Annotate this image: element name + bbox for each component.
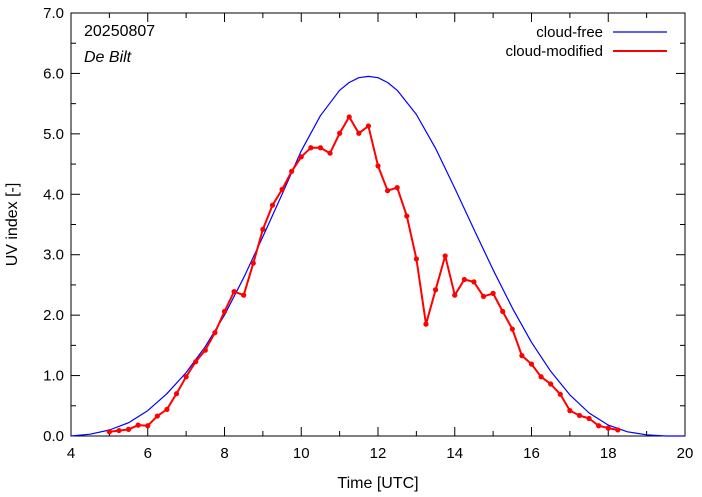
data-point-cloud-modified (586, 415, 592, 422)
data-point-cloud-modified (509, 326, 515, 332)
series-line-cloud-free (70, 75, 685, 437)
data-point-cloud-modified (356, 130, 362, 136)
legend-label-cloud-free: cloud-free (536, 24, 603, 41)
x-tick-label: 12 (370, 445, 387, 462)
data-point-cloud-modified (289, 168, 295, 174)
data-point-cloud-modified (480, 293, 487, 300)
data-point-cloud-modified (116, 427, 122, 434)
y-tick-label: 1.0 (43, 368, 64, 385)
data-point-cloud-modified (298, 154, 304, 160)
data-point-cloud-modified (461, 276, 467, 283)
data-point-cloud-modified (528, 361, 535, 367)
x-tick-label: 10 (293, 445, 310, 462)
data-point-cloud-modified (365, 123, 372, 129)
data-point-cloud-modified (384, 188, 391, 194)
x-tick-label: 6 (144, 445, 152, 462)
x-tick-label: 20 (677, 445, 694, 462)
data-point-cloud-modified (394, 185, 400, 191)
y-tick-label: 2.0 (43, 307, 64, 324)
x-tick-label: 4 (67, 445, 75, 462)
data-point-cloud-modified (500, 308, 506, 315)
data-point-cloud-modified (241, 292, 247, 298)
data-point-cloud-modified (567, 408, 573, 414)
data-point-cloud-modified (557, 391, 563, 397)
data-point-cloud-modified (548, 381, 554, 387)
data-point-cloud-modified (346, 114, 352, 120)
data-point-cloud-modified (605, 425, 611, 431)
data-point-cloud-modified (452, 292, 458, 298)
y-tick-label: 6.0 (43, 65, 64, 82)
data-point-cloud-modified (231, 288, 237, 295)
data-point-cloud-modified (471, 279, 477, 285)
data-point-cloud-modified (538, 374, 544, 380)
data-point-cloud-modified (442, 253, 448, 259)
data-point-cloud-modified (221, 308, 228, 315)
x-axis-title: Time [UTC] (337, 475, 418, 492)
data-point-cloud-modified (576, 412, 583, 419)
data-point-cloud-modified (193, 359, 199, 365)
data-point-cloud-modified (375, 163, 381, 169)
axis-ticks (70, 12, 686, 437)
axis-tick-labels: 4 6 8 10 12 14 16 18 20 0.0 1.0 2.0 3.0 4.0 5.0 6.0 7.0 (43, 5, 693, 462)
data-point-cloud-modified (202, 347, 208, 353)
y-tick-label: 7.0 (43, 5, 64, 22)
x-tick-label: 16 (523, 445, 540, 462)
data-point-cloud-modified (164, 406, 170, 413)
data-point-cloud-modified (404, 213, 410, 219)
data-point-cloud-modified (260, 226, 266, 232)
data-point-cloud-modified (125, 426, 132, 432)
data-point-cloud-modified (413, 256, 419, 262)
data-point-cloud-modified (212, 330, 218, 336)
data-point-cloud-modified (183, 374, 189, 380)
y-tick-label: 3.0 (43, 247, 64, 264)
data-point-cloud-modified (337, 130, 343, 136)
y-tick-label: 0.0 (43, 428, 64, 445)
data-point-cloud-modified (250, 260, 256, 266)
data-point-cloud-modified (596, 423, 602, 429)
data-point-cloud-modified (154, 413, 160, 419)
data-point-cloud-modified (423, 321, 429, 327)
series-line-cloud-modified (109, 115, 618, 433)
series-layer (70, 75, 685, 437)
data-point-cloud-modified (106, 429, 112, 435)
legend-label-cloud-modified: cloud-modified (505, 43, 603, 60)
location-annotation: De Bilt (84, 49, 132, 66)
data-point-cloud-modified (615, 427, 621, 433)
y-axis-title: UV index [-] (4, 183, 21, 267)
data-point-cloud-modified (490, 290, 496, 296)
data-point-cloud-modified (317, 145, 324, 151)
data-point-cloud-modified (432, 287, 439, 293)
x-tick-label: 18 (600, 445, 617, 462)
data-point-cloud-modified (145, 423, 151, 429)
date-annotation: 20250807 (84, 23, 155, 40)
x-tick-label: 14 (446, 445, 463, 462)
data-point-cloud-modified (519, 353, 525, 359)
legend: cloud-free cloud-modified (505, 24, 667, 60)
plot-frame (70, 12, 686, 437)
y-tick-label: 4.0 (43, 186, 64, 203)
data-point-cloud-modified (308, 145, 314, 151)
data-point-cloud-modified (173, 391, 180, 397)
x-tick-label: 8 (220, 445, 228, 462)
data-point-cloud-modified (327, 150, 333, 156)
y-tick-label: 5.0 (43, 126, 64, 143)
data-point-cloud-modified (279, 186, 285, 193)
data-point-cloud-modified (269, 202, 276, 208)
data-point-cloud-modified (135, 422, 141, 428)
